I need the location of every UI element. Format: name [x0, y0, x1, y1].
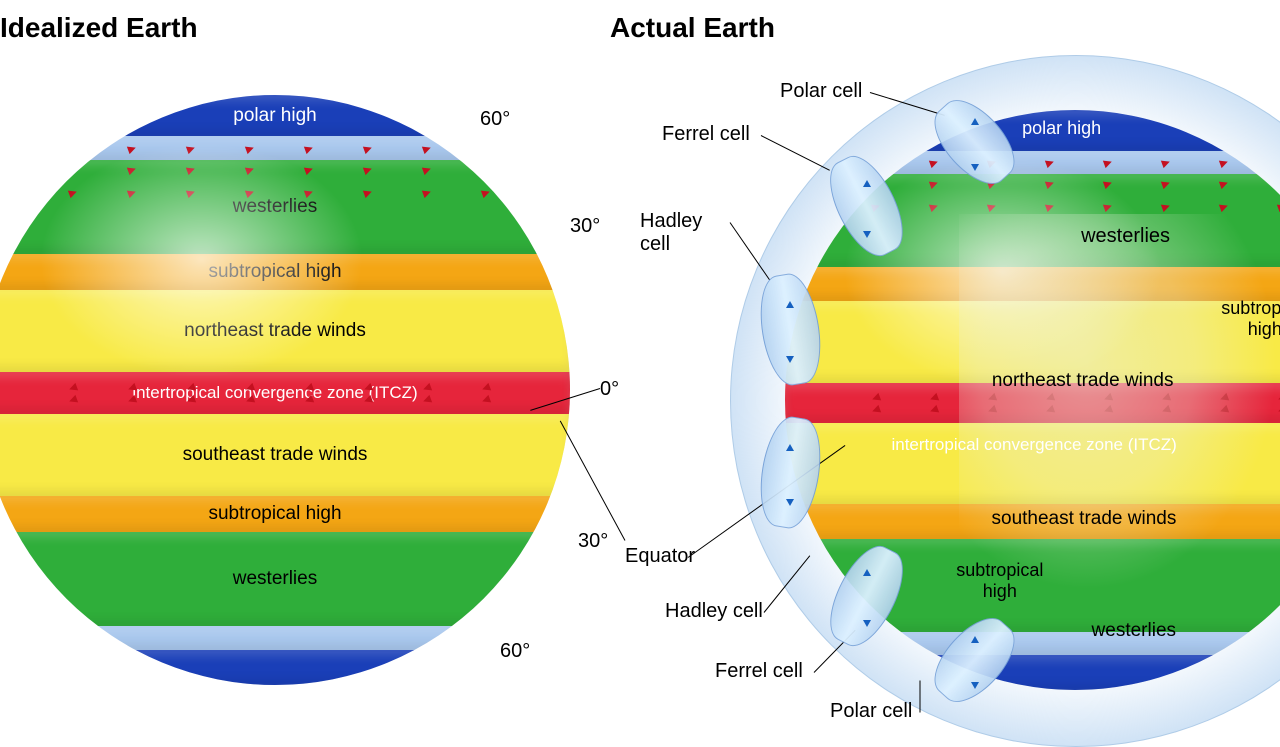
globe-highlight — [39, 142, 364, 378]
callout-label: Ferrel cell — [662, 123, 750, 146]
band-label-se_trades: southeast trade winds — [0, 444, 570, 466]
callout-label: Hadley cell — [665, 600, 763, 623]
title-actual: Actual Earth — [610, 12, 775, 44]
cell-arrow-icon — [971, 118, 979, 125]
band-polar_light_s — [0, 626, 570, 650]
cell-arrow-icon — [786, 356, 794, 363]
latitude-label: 60° — [500, 640, 530, 663]
globe-idealized: polar highwesterliessubtropical highnort… — [0, 95, 570, 685]
callout-label: Ferrel cell — [715, 660, 803, 683]
band-label-westerlies_s: westerlies — [0, 568, 570, 590]
band-label-ne_trades: northeast trade winds — [992, 370, 1174, 392]
cell-arrow-icon — [863, 231, 871, 238]
band-label-subtrop_s: subtropical high — [956, 560, 1043, 602]
latitude-label: 0° — [600, 378, 619, 401]
callout-label: Polar cell — [780, 80, 862, 103]
latitude-label: 30° — [578, 530, 608, 553]
cell-arrow-icon — [786, 444, 794, 451]
band-label-westerlies_n: westerlies — [1081, 225, 1170, 248]
callout-line — [920, 681, 921, 713]
latitude-label: 60° — [480, 108, 510, 131]
cell-arrow-icon — [863, 569, 871, 576]
cell-arrow-icon — [971, 164, 979, 171]
band-label-westerlies_s: westerlies — [1092, 620, 1176, 642]
band-polar_high_s — [0, 650, 570, 685]
title-idealized: Idealized Earth — [0, 12, 198, 44]
cell-arrow-icon — [971, 682, 979, 689]
cell-arrow-icon — [863, 620, 871, 627]
band-polar_high_s — [785, 655, 1280, 690]
cell-arrow-icon — [971, 636, 979, 643]
band-label-se_trades: southeast trade winds — [992, 508, 1177, 530]
callout-label: Hadley cell — [640, 210, 702, 256]
band-label-polar_high_n: polar high — [1022, 118, 1101, 139]
latitude-label: 30° — [570, 215, 600, 238]
cell-arrow-icon — [786, 301, 794, 308]
cell-arrow-icon — [786, 499, 794, 506]
band-label-subtrop_s: subtropical high — [0, 503, 570, 525]
callout-label: Equator — [625, 545, 695, 568]
band-label-subtrop_n: subtropical high — [1221, 298, 1280, 340]
cell-arrow-icon — [863, 180, 871, 187]
band-label-itcz: intertropical convergence zone (ITCZ) — [891, 435, 1176, 455]
